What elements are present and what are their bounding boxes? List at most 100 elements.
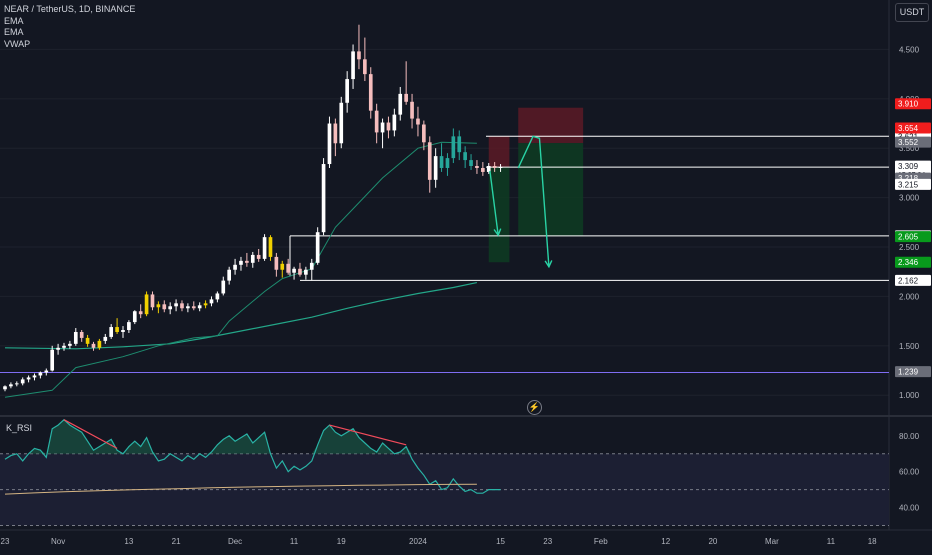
- price-tag-3: 3.910: [898, 100, 919, 109]
- candle-body-64: [380, 122, 385, 133]
- price-tag-8: 3.215: [898, 180, 919, 189]
- candle-body-17: [103, 336, 108, 341]
- candle-body-5: [32, 375, 37, 378]
- candle-body-70: [416, 118, 420, 125]
- time-tick-0: 23: [1, 537, 10, 546]
- candle-body-52: [309, 262, 314, 270]
- rsi-tick-1: 60.00: [899, 468, 920, 477]
- candle-body-50: [298, 268, 302, 275]
- candle-body-28: [168, 306, 173, 310]
- candle-body-51: [304, 269, 308, 275]
- projection-arrow-1: [489, 170, 499, 236]
- candle-body-2: [14, 383, 19, 385]
- divergence-line-2: [329, 424, 407, 446]
- price-tag-6: 3.309: [898, 162, 919, 171]
- price-tag-bg-8: [895, 178, 931, 190]
- indicator-ema-2[interactable]: EMA: [4, 27, 24, 37]
- time-tick-1: Nov: [51, 537, 65, 546]
- rsi-ma-line: [4, 483, 477, 495]
- candle-body-82: [486, 166, 491, 172]
- candle-body-67: [398, 93, 403, 115]
- candle-body-42: [250, 254, 255, 263]
- symbol-title[interactable]: NEAR / TetherUS, 1D, BINANCE: [4, 4, 136, 14]
- price-tick-1: 1.500: [899, 342, 920, 351]
- candle-body-84: [498, 166, 503, 168]
- projection-arrow-2: [517, 135, 550, 267]
- candle-body-54: [321, 164, 326, 233]
- candle-body-14: [85, 337, 90, 344]
- rsi-line: [4, 418, 501, 494]
- indicator-vwap[interactable]: VWAP: [4, 38, 31, 49]
- candle-body-39: [233, 264, 237, 270]
- candle-body-81: [481, 167, 485, 172]
- price-tag-11: 1.239: [898, 368, 919, 377]
- candle-body-41: [245, 260, 249, 263]
- candle-body-1: [9, 384, 13, 387]
- candle-body-45: [268, 237, 273, 257]
- indicator-ema-1[interactable]: EMA: [4, 15, 24, 26]
- candle-body-20: [121, 330, 125, 332]
- price-tick-3: 2.500: [899, 243, 920, 252]
- candle-body-15: [91, 343, 96, 348]
- candle-body-72: [427, 142, 432, 180]
- time-tick-7: 2024: [409, 537, 427, 546]
- lightning-icon[interactable]: ⚡: [527, 400, 542, 415]
- time-tick-11: 12: [661, 537, 670, 546]
- candle-body-40: [239, 260, 243, 265]
- candle-body-11: [68, 343, 72, 346]
- price-tag-5: 3.552: [898, 138, 919, 147]
- ema-long-line: [4, 282, 478, 350]
- time-tick-2: 13: [124, 537, 133, 546]
- currency-button[interactable]: USDT: [895, 3, 929, 22]
- candle-body-6: [38, 372, 43, 376]
- candle-body-36: [215, 293, 220, 300]
- candle-body-80: [475, 166, 479, 168]
- candle-body-32: [191, 306, 196, 309]
- candle-body-21: [127, 322, 131, 331]
- position-target-zone-1: [518, 143, 584, 236]
- price-tick-5: 3.500: [899, 144, 920, 153]
- price-tag-bg-3: [895, 98, 931, 110]
- price-tick-7: 4.500: [899, 45, 920, 54]
- candle-body-79: [469, 160, 473, 167]
- price-tag-bg-10: [895, 256, 931, 268]
- position-stop-zone-0: [488, 136, 510, 168]
- candle-body-49: [292, 268, 296, 273]
- chart-legend: NEAR / TetherUS, 1D, BINANCE EMA EMA VWA…: [4, 4, 135, 50]
- price-tag-bg-11: [895, 366, 931, 378]
- candle-body-23: [138, 311, 143, 315]
- price-tag-7: 3.218: [898, 174, 919, 183]
- candle-body-56: [333, 123, 338, 144]
- candle-body-12: [73, 331, 78, 344]
- price-tag-9: 2.605: [898, 233, 919, 242]
- candle-body-26: [156, 304, 161, 308]
- candle-body-33: [197, 305, 202, 309]
- candle-body-16: [97, 340, 102, 348]
- price-tag-4: 3.654: [898, 124, 919, 133]
- candle-body-65: [386, 122, 391, 131]
- candle-body-0: [3, 386, 7, 390]
- candle-body-59: [351, 51, 355, 80]
- candle-body-10: [62, 345, 66, 348]
- time-tick-3: 21: [172, 537, 181, 546]
- candle-body-3: [20, 379, 25, 384]
- time-tick-14: 11: [827, 537, 836, 546]
- rsi-tick-0: 40.00: [899, 504, 920, 513]
- candle-body-58: [345, 79, 349, 103]
- candle-body-13: [79, 331, 84, 338]
- time-tick-9: 23: [543, 537, 552, 546]
- candle-body-61: [363, 59, 367, 75]
- candle-body-27: [162, 304, 167, 310]
- time-tick-5: 11: [290, 537, 299, 546]
- price-tag-bg-9: [895, 231, 931, 243]
- ema-short-line: [4, 141, 477, 398]
- rsi-overbought-fill: [5, 419, 501, 454]
- projection-arrow-1-head: [493, 228, 502, 237]
- candle-body-74: [439, 156, 444, 168]
- candle-body-18: [109, 327, 114, 337]
- rsi-title[interactable]: K_RSI: [6, 423, 33, 433]
- price-tick-4: 3.000: [899, 194, 920, 203]
- position-target-zone-0: [488, 167, 510, 263]
